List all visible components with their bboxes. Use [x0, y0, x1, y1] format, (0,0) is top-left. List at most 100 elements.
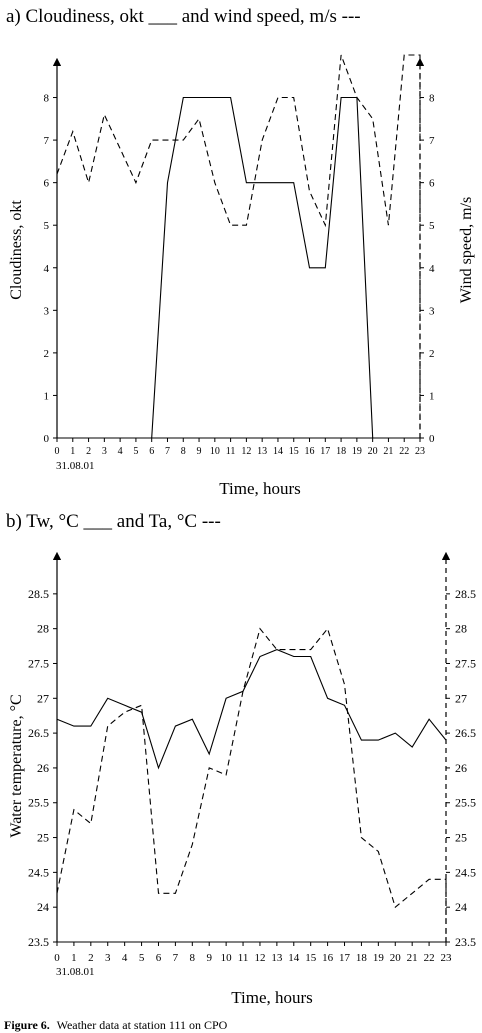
chart-a-x-tick-label: 14: [273, 446, 283, 457]
chart-b-y2-tick-label: 25: [455, 831, 467, 845]
chart-b-y-tick-label: 26.5: [28, 726, 49, 740]
chart-a-y2-tick-label: 0: [429, 433, 435, 445]
chart-a-ylabel: Cloudiness, okt: [8, 200, 25, 300]
chart-a-series-solid-line: [151, 96, 374, 439]
chart-b-y2-tick-label: 23.5: [455, 935, 476, 949]
chart-b-y-tick-label: 27.5: [28, 656, 49, 670]
chart-a-x-tick-label: 15: [289, 446, 299, 457]
chart-b-y-tick-label: 23.5: [28, 935, 49, 949]
chart-b-x-tick-label: 17: [339, 952, 351, 964]
chart-a-y-tick-label: 6: [44, 178, 50, 190]
figure-caption: Figure 6. Weather data at station 111 on…: [4, 1018, 228, 1032]
chart-b-y2-tick-label: 28.5: [455, 587, 476, 601]
chart-b-x-tick-label: 1: [71, 952, 77, 964]
chart-b-x-tick-label: 6: [156, 952, 162, 964]
chart-b-y-tick-label: 26: [37, 761, 49, 775]
chart-b-x-tick-label: 3: [105, 952, 111, 964]
caption-label: Figure 6.: [4, 1018, 50, 1032]
svg-text:Figure 6. Weather data a: Figure 6. Weather data at station 111 on…: [4, 1018, 228, 1032]
chart-b-date-label: 31.08.01: [56, 966, 95, 978]
chart-b-x-tick-label: 16: [322, 952, 334, 964]
chart-b-x-tick-label: 15: [305, 952, 317, 964]
chart-a-y2-tick-label: 1: [429, 390, 435, 402]
chart-a-title: a) Cloudiness, okt ___ and wind speed, m…: [6, 6, 361, 27]
chart-a-y2-tick-label: 2: [429, 348, 435, 360]
chart-b-y2-tick-label: 26.5: [455, 726, 476, 740]
chart-a-x-tick-label: 2: [86, 446, 91, 457]
chart-a-x-tick-label: 20: [368, 446, 378, 457]
chart-b-x-tick-label: 23: [441, 952, 453, 964]
chart-a-y-tick-label: 4: [44, 263, 50, 275]
chart-b-title: b) Tw, °C ___ and Ta, °C ---: [6, 511, 221, 532]
chart-a-xlabel: Time, hours: [219, 479, 301, 498]
chart-b-x-tick-label: 4: [122, 952, 128, 964]
chart-b-x-tick-label: 11: [238, 952, 249, 964]
chart-b-y-tick-label: 24: [37, 900, 49, 914]
chart-a-y2-tick-label: 5: [429, 220, 435, 232]
chart-b-ylabel: Water temperature, °C: [8, 694, 25, 837]
chart-a-y-tick-label: 3: [44, 305, 50, 317]
chart-a-x-tick-label: 17: [320, 446, 330, 457]
chart-b-y2-tick-label: 25.5: [455, 796, 476, 810]
chart-b-x-tick-label: 12: [254, 952, 265, 964]
chart-b-series-solid-line: [56, 649, 447, 770]
chart-b-x-tick-label: 9: [206, 952, 212, 964]
chart-a-x-tick-label: 7: [165, 446, 170, 457]
chart-b-x-tick-label: 0: [54, 952, 60, 964]
chart-b-x-tick-label: 2: [88, 952, 94, 964]
chart-a-y-tick-label: 2: [44, 348, 50, 360]
chart-b-y2-tick-label: 24: [455, 900, 467, 914]
chart-a-x-tick-label: 5: [133, 446, 138, 457]
chart-b-x-tick-label: 7: [173, 952, 179, 964]
chart-a-x-tick-label: 0: [55, 446, 60, 457]
chart-b-x-tick-label: 8: [190, 952, 196, 964]
chart-a-date-label: 31.08.01: [56, 460, 95, 472]
chart-a-x-tick-label: 1: [70, 446, 75, 457]
chart-a-series-dashed-line: [56, 54, 421, 438]
chart-a-y-tick-label: 0: [44, 433, 50, 445]
chart-a-x-tick-label: 8: [181, 446, 186, 457]
chart-a-x-tick-label: 16: [305, 446, 315, 457]
caption-text: Weather data at station 111 on CPO: [57, 1018, 228, 1032]
chart-a-x-tick-label: 11: [226, 446, 236, 457]
chart-a-x-tick-label: 18: [336, 446, 346, 457]
chart-a-y2-tick-label: 3: [429, 305, 435, 317]
chart-b-x-tick-label: 14: [288, 952, 300, 964]
chart-a-x-tick-label: 13: [257, 446, 267, 457]
chart-a-x-tick-label: 22: [399, 446, 409, 457]
chart-b-x-tick-label: 5: [139, 952, 145, 964]
chart-b-x-tick-label: 19: [373, 952, 385, 964]
chart-a-x-tick-label: 10: [210, 446, 220, 457]
chart-b-y-tick-label: 24.5: [28, 865, 49, 879]
chart-b-x-tick-label: 10: [221, 952, 233, 964]
chart-cloudiness-wind: a) Cloudiness, okt ___ and wind speed, m…: [6, 6, 475, 498]
chart-b-y2-tick-label: 27.5: [455, 656, 476, 670]
chart-b-x-tick-label: 13: [271, 952, 283, 964]
chart-b-y2-tick-label: 28: [455, 622, 467, 636]
chart-a-x-tick-label: 4: [118, 446, 123, 457]
chart-b-x-tick-label: 20: [390, 952, 402, 964]
chart-a-y2-tick-label: 4: [429, 263, 435, 275]
chart-b-y2-tick-label: 24.5: [455, 865, 476, 879]
chart-a-y-tick-label: 1: [44, 390, 50, 402]
chart-b-y2-tick-label: 27: [455, 691, 467, 705]
chart-b-y-tick-label: 28: [37, 622, 49, 636]
chart-b-x-tick-label: 22: [424, 952, 435, 964]
chart-a-x-tick-label: 19: [352, 446, 362, 457]
chart-a-y2-tick-label: 6: [429, 178, 435, 190]
chart-b-x-tick-label: 21: [407, 952, 418, 964]
chart-a-x-tick-label: 23: [415, 446, 425, 457]
chart-a-x-tick-label: 21: [383, 446, 393, 457]
chart-a-x-tick-label: 6: [149, 446, 154, 457]
chart-b-y-tick-label: 25.5: [28, 796, 49, 810]
chart-a-y-tick-label: 7: [44, 135, 50, 147]
chart-a-y-tick-label: 5: [44, 220, 50, 232]
chart-a-y2label: Wind speed, m/s: [458, 197, 475, 303]
chart-water-air-temperature: b) Tw, °C ___ and Ta, °C --- Time, hours…: [6, 511, 476, 1007]
chart-b-y-tick-label: 28.5: [28, 587, 49, 601]
chart-b-xlabel: Time, hours: [231, 988, 313, 1007]
chart-a-y2-tick-label: 8: [429, 93, 435, 105]
chart-a-y-tick-label: 8: [44, 93, 50, 105]
chart-b-y-tick-label: 25: [37, 831, 49, 845]
chart-a-x-tick-label: 9: [197, 446, 202, 457]
